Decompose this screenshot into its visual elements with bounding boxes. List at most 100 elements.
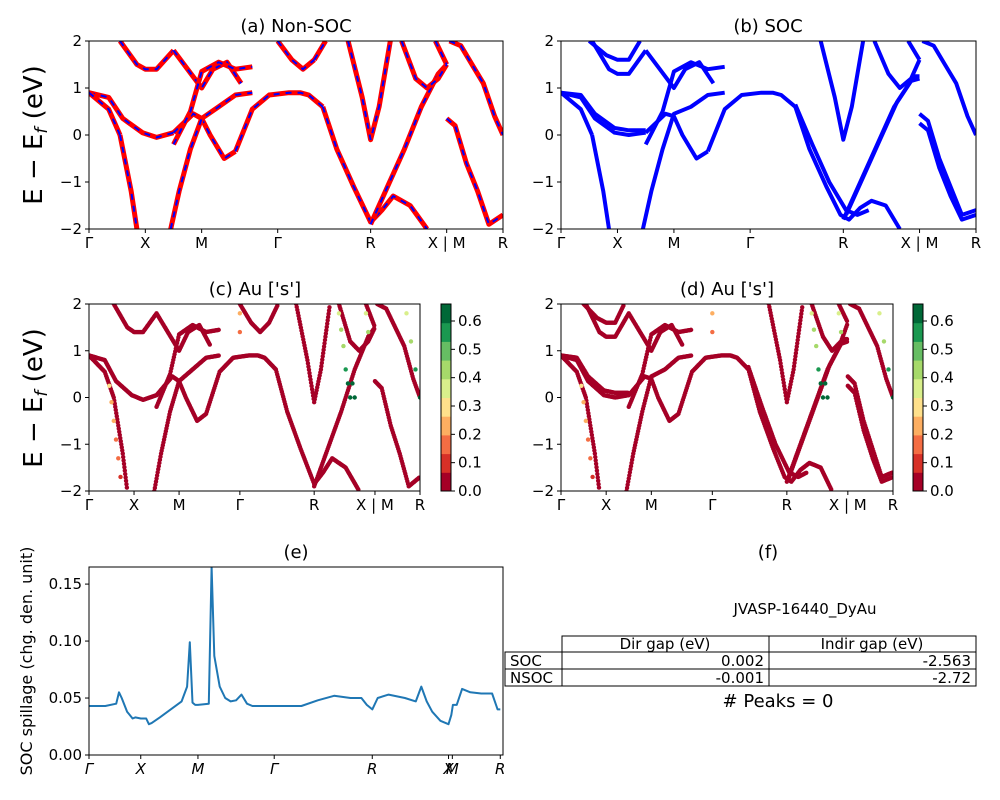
table-row-nsoc-dir: -0.001 (716, 669, 764, 687)
proj-point (122, 465, 127, 470)
proj-point (416, 475, 420, 480)
colorbar-segment (913, 304, 923, 324)
band-line (643, 60, 725, 146)
proj-point (118, 474, 123, 480)
proj-point (324, 324, 329, 330)
colorbar-segment (913, 378, 923, 398)
proj-point (350, 381, 355, 386)
xtick-label: X (442, 760, 454, 778)
colorbar-label: 0.6 (930, 312, 954, 330)
table-row-soc-label: SOC (510, 652, 542, 670)
panel-d: −2 −1 0 1 2 Γ X M Γ R X | M R 0.0 0.1 0.2 0.3 0.4 0.5 0.6 (532, 295, 954, 514)
panel-b: −2 −1 0 1 2 Γ X M Γ R X | M R (532, 32, 981, 252)
colorbar-segment (441, 341, 451, 361)
ytick-label: 0.00 (49, 746, 82, 764)
ytick-label: 0 (544, 389, 554, 407)
table-header-dir: Dir gap (eV) (620, 635, 711, 653)
proj-point (593, 461, 599, 466)
table-row-soc-dir: 0.002 (721, 652, 764, 670)
proj-point (779, 367, 784, 373)
band-line (906, 41, 922, 61)
ytick-label: 0 (544, 126, 554, 144)
colorbar-label: 0.4 (458, 369, 482, 387)
proj-point (336, 311, 342, 316)
colorbar-segment (913, 341, 923, 361)
plot-area-e (89, 567, 501, 726)
xtick-label: Γ (746, 234, 755, 252)
xtick-label: M (173, 496, 186, 514)
ytick-label: −1 (532, 173, 554, 191)
proj-point (113, 437, 119, 442)
proj-point (688, 353, 694, 358)
proj-point (595, 478, 601, 483)
proj-point (796, 331, 801, 336)
proj-point (216, 353, 221, 358)
proj-point (356, 487, 361, 491)
xtick-label: X | M (356, 496, 394, 514)
xtick-label: X (612, 234, 622, 252)
ytick-label: 1 (544, 79, 554, 97)
band-line (818, 41, 866, 142)
proj-point (688, 327, 694, 333)
panel-d-title: (d) Au ['s'] (680, 279, 774, 300)
colorbar-segment (441, 472, 451, 492)
ytick-label: 2 (544, 295, 554, 313)
ytick-label: 0.05 (49, 689, 82, 707)
band-line (275, 41, 316, 72)
xtick-label: M (446, 760, 459, 778)
panel-e-ylabel: SOC spillage (chg. den. unit) (17, 547, 36, 776)
ytick-label: 1 (72, 342, 82, 360)
band-dash (446, 117, 503, 226)
band-dash (89, 91, 174, 139)
colorbar-label: 0.0 (458, 482, 482, 500)
proj-point (823, 381, 828, 386)
proj-point (595, 475, 600, 480)
xtick-label: X (135, 760, 147, 778)
panel-c-ylabel: E − Ef (eV) (19, 328, 52, 468)
xtick-label: Γ (85, 760, 95, 778)
axes-frame (88, 566, 504, 756)
xtick-label: Γ (274, 234, 283, 252)
proj-point (305, 361, 311, 366)
proj-point (838, 329, 844, 335)
proj-point (844, 322, 850, 327)
material-id: JVASP-16440_DyAu (732, 600, 876, 619)
proj-point (814, 343, 819, 349)
colorbar-segment (441, 304, 451, 324)
proj-point (207, 342, 212, 347)
colorbar-label: 0.1 (458, 454, 482, 472)
proj-point (216, 327, 221, 333)
proj-point (306, 367, 312, 373)
proj-point (319, 363, 324, 369)
xtick-label: R (495, 760, 505, 778)
colorbar-label: 0.0 (930, 482, 954, 500)
band-line (561, 91, 594, 136)
proj-point (320, 357, 325, 362)
proj-point (782, 383, 787, 389)
colorbar-label: 0.5 (930, 340, 954, 358)
panel-f-title: (f) (758, 542, 778, 563)
proj-point (596, 482, 601, 487)
proj-point (781, 377, 786, 382)
proj-point (341, 343, 346, 349)
proj-point (811, 327, 817, 332)
proj-point (124, 482, 129, 487)
proj-point (121, 458, 126, 463)
xtick-label: Γ (85, 496, 94, 514)
spillage-line (89, 567, 501, 726)
band-line (561, 90, 646, 133)
band-line (168, 90, 253, 229)
proj-point (121, 461, 127, 466)
proj-point (797, 324, 802, 330)
xtick-label: Γ (236, 496, 245, 514)
proj-point (794, 344, 799, 349)
band-line (872, 41, 922, 90)
proj-point (779, 370, 785, 376)
xtick-label: R (971, 234, 981, 252)
ytick-label: −2 (532, 220, 554, 238)
colorbar-segment (913, 322, 923, 342)
proj-point (679, 342, 685, 347)
proj-point (595, 471, 600, 477)
colorbar-segment (913, 416, 923, 436)
